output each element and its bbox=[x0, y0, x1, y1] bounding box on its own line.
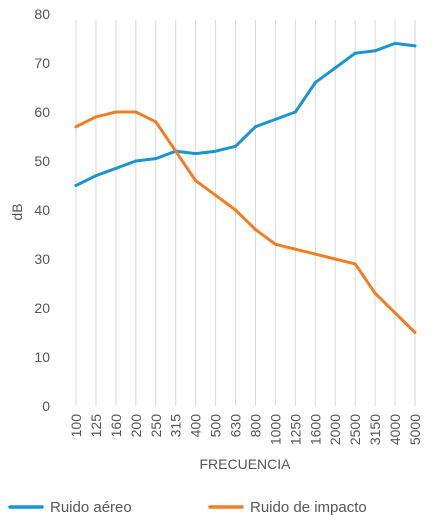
data-point-2-400 bbox=[194, 179, 198, 183]
data-point-1-3150 bbox=[373, 49, 377, 53]
x-tick-label-1250: 1250 bbox=[287, 414, 303, 445]
data-point-1-630 bbox=[234, 144, 238, 148]
data-point-1-2000 bbox=[333, 66, 337, 70]
data-point-2-3150 bbox=[373, 291, 377, 295]
x-axis-label: FRECUENCIA bbox=[199, 456, 291, 472]
y-tick-label-30: 30 bbox=[34, 251, 50, 267]
x-tick-label-4000: 4000 bbox=[387, 414, 403, 445]
data-point-1-400 bbox=[194, 152, 198, 156]
y-axis-ticks: 0 10 20 30 40 50 60 70 80 bbox=[34, 6, 50, 414]
data-point-1-1600 bbox=[313, 81, 317, 85]
data-point-1-1250 bbox=[293, 110, 297, 114]
data-point-1-5000 bbox=[413, 44, 417, 48]
grid-lines bbox=[75, 20, 416, 406]
x-tick-label-1600: 1600 bbox=[307, 414, 323, 445]
x-tick-label-200: 200 bbox=[128, 414, 144, 438]
x-tick-label-5000: 5000 bbox=[407, 414, 423, 445]
data-point-1-4000 bbox=[393, 41, 397, 45]
data-point-2-250 bbox=[154, 120, 158, 124]
y-tick-label-60: 60 bbox=[34, 104, 50, 120]
x-tick-label-2000: 2000 bbox=[327, 414, 343, 445]
x-tick-label-500: 500 bbox=[208, 414, 224, 438]
x-tick-label-800: 800 bbox=[247, 414, 263, 438]
data-point-2-125 bbox=[94, 115, 98, 119]
legend-label-2: Ruido de impacto bbox=[250, 499, 367, 516]
data-point-2-2000 bbox=[333, 257, 337, 261]
data-point-1-100 bbox=[74, 184, 78, 187]
x-tick-label-315: 315 bbox=[168, 414, 184, 438]
x-tick-label-400: 400 bbox=[188, 414, 204, 438]
y-tick-label-70: 70 bbox=[34, 55, 50, 71]
data-point-2-315 bbox=[174, 149, 178, 153]
data-point-2-630 bbox=[234, 208, 238, 212]
x-tick-label-1000: 1000 bbox=[267, 414, 283, 445]
data-point-2-1600 bbox=[313, 252, 317, 256]
data-point-1-250 bbox=[154, 157, 158, 161]
data-point-1-160 bbox=[114, 166, 118, 170]
data-point-1-800 bbox=[253, 125, 257, 129]
x-tick-label-250: 250 bbox=[148, 414, 164, 438]
y-tick-label-40: 40 bbox=[34, 202, 50, 218]
y-tick-label-0: 0 bbox=[42, 398, 50, 414]
data-point-2-160 bbox=[114, 110, 118, 114]
data-point-2-5000 bbox=[413, 331, 417, 334]
data-point-1-125 bbox=[94, 174, 98, 178]
data-point-2-100 bbox=[74, 125, 78, 129]
y-tick-label-50: 50 bbox=[34, 153, 50, 169]
y-axis-label: dB bbox=[9, 203, 25, 220]
series-lines bbox=[74, 41, 417, 334]
y-tick-label-20: 20 bbox=[34, 300, 50, 316]
x-tick-label-100: 100 bbox=[68, 414, 84, 438]
y-tick-label-10: 10 bbox=[34, 349, 50, 365]
y-tick-label-80: 80 bbox=[34, 6, 50, 22]
data-point-1-500 bbox=[214, 149, 218, 153]
data-point-1-200 bbox=[134, 159, 138, 163]
x-tick-label-630: 630 bbox=[228, 414, 244, 438]
data-point-1-1000 bbox=[273, 117, 277, 121]
x-tick-label-2500: 2500 bbox=[347, 414, 363, 445]
legend-label-1: Ruido aéreo bbox=[50, 499, 132, 516]
x-tick-label-160: 160 bbox=[108, 414, 124, 438]
data-point-2-200 bbox=[134, 110, 138, 114]
x-axis-ticks: 100 125 160 200 250 315 400 500 630 800 1000 1250 16… bbox=[68, 414, 423, 445]
data-point-2-1250 bbox=[293, 247, 297, 251]
data-point-2-4000 bbox=[393, 311, 397, 315]
series-line-2 bbox=[74, 110, 417, 334]
legend: Ruido aéreo Ruido de impacto bbox=[8, 499, 367, 516]
data-point-2-800 bbox=[253, 228, 257, 232]
data-point-1-2500 bbox=[353, 51, 357, 55]
x-tick-label-125: 125 bbox=[88, 414, 104, 438]
data-point-2-1000 bbox=[273, 242, 277, 246]
data-point-2-2500 bbox=[353, 262, 357, 266]
x-tick-label-3150: 3150 bbox=[367, 414, 383, 445]
series-line-1 bbox=[74, 41, 417, 187]
data-point-2-500 bbox=[214, 193, 218, 197]
